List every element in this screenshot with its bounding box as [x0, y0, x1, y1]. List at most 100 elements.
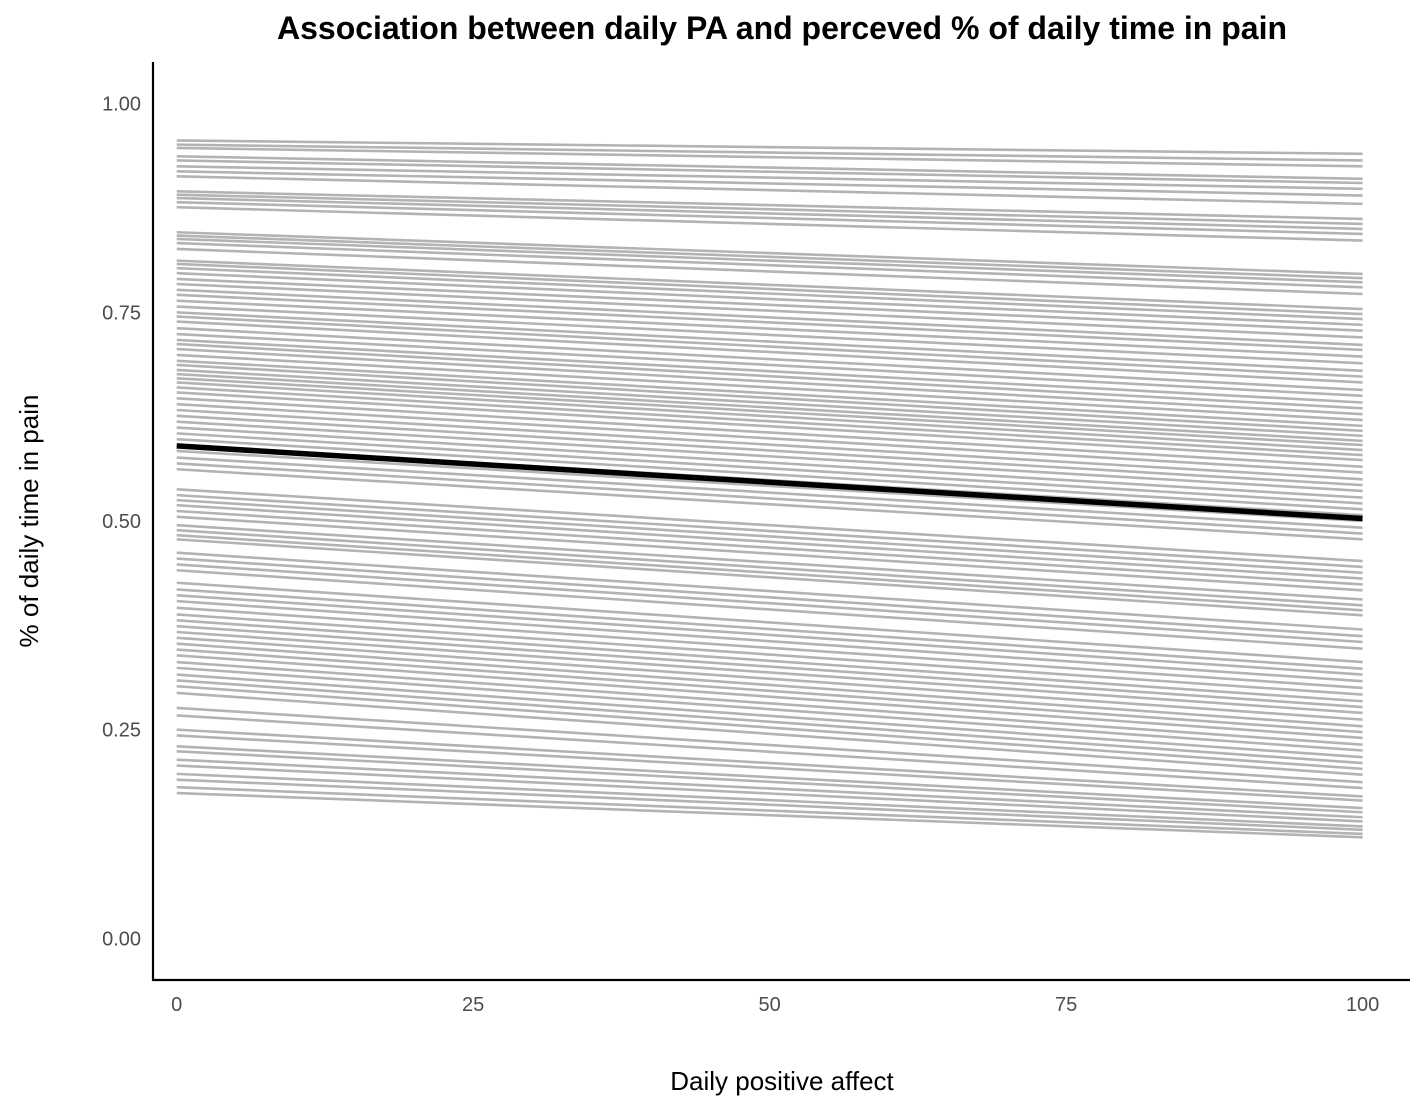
individual-line-26 — [176, 293, 1363, 352]
individual-line-55 — [176, 449, 1363, 523]
individual-line-102 — [176, 785, 1363, 836]
individual-line-11 — [176, 196, 1363, 231]
individual-line-68 — [176, 538, 1363, 617]
individual-line-42 — [176, 376, 1363, 447]
individual-line-92 — [176, 706, 1363, 784]
individual-line-22 — [176, 271, 1363, 327]
individual-line-58 — [176, 467, 1363, 541]
individual-line-66 — [176, 528, 1363, 607]
individual-line-86 — [176, 660, 1363, 746]
individual-line-60 — [176, 493, 1363, 569]
y-tick-label-0.25: 0.25 — [102, 720, 141, 742]
individual-line-91 — [176, 691, 1363, 776]
individual-line-50 — [176, 420, 1363, 493]
individual-line-83 — [176, 642, 1363, 728]
individual-line-101 — [176, 778, 1363, 832]
individual-line-94 — [176, 728, 1363, 798]
y-axis-label: % of daily time in pain — [14, 395, 44, 648]
individual-line-67 — [176, 533, 1363, 612]
individual-line-24 — [176, 282, 1363, 339]
individual-line-103 — [176, 791, 1363, 839]
individual-line-76 — [176, 599, 1363, 683]
x-tick-label-100: 100 — [1346, 994, 1379, 1016]
chart-title: Association between daily PA and perceve… — [277, 10, 1287, 46]
x-ticks-group: 0 25 50 75 100 — [171, 994, 1379, 1016]
individual-line-31 — [176, 320, 1363, 384]
x-tick-label-25: 25 — [462, 994, 484, 1016]
individual-line-89 — [176, 679, 1363, 765]
average-line — [176, 443, 1363, 522]
individual-line-43 — [176, 381, 1363, 452]
individual-line-30 — [176, 315, 1363, 378]
individual-line-52 — [176, 432, 1363, 505]
individual-line-72 — [176, 568, 1363, 650]
individual-line-5 — [176, 159, 1363, 185]
individual-line-96 — [176, 745, 1363, 810]
individual-line-16 — [176, 237, 1363, 284]
individual-line-14 — [176, 230, 1363, 276]
individual-line-35 — [176, 342, 1363, 410]
individual-line-62 — [176, 503, 1363, 580]
individual-line-84 — [176, 648, 1363, 734]
individual-line-1 — [176, 139, 1363, 156]
individual-line-17 — [176, 241, 1363, 289]
individual-line-3 — [176, 146, 1363, 168]
individual-line-6 — [176, 165, 1363, 191]
individual-line-46 — [176, 397, 1363, 469]
individual-line-13 — [176, 205, 1363, 242]
individual-line-65 — [176, 523, 1363, 601]
individual-line-47 — [176, 402, 1363, 474]
individual-line-85 — [176, 654, 1363, 740]
individual-line-10 — [176, 193, 1363, 226]
individual-line-75 — [176, 593, 1363, 676]
individual-line-73 — [176, 581, 1363, 664]
individual-line-7 — [176, 170, 1363, 197]
individual-line-80 — [176, 624, 1363, 709]
individual-line-28 — [176, 305, 1363, 365]
individual-line-87 — [176, 666, 1363, 752]
individual-line-49 — [176, 414, 1363, 487]
individual-line-77 — [176, 606, 1363, 690]
individual-line-79 — [176, 619, 1363, 703]
individual-line-20 — [176, 262, 1363, 316]
individual-line-56 — [176, 456, 1363, 529]
individual-line-95 — [176, 734, 1363, 802]
average-line-group — [176, 443, 1363, 522]
individual-line-74 — [176, 588, 1363, 671]
individual-line-69 — [176, 551, 1363, 631]
x-axis-label: Daily positive affect — [670, 1066, 894, 1096]
y-tick-label-0.00: 0.00 — [102, 928, 141, 950]
individual-line-27 — [176, 299, 1363, 358]
individual-line-38 — [176, 359, 1363, 428]
individual-line-21 — [176, 266, 1363, 321]
individual-line-99 — [176, 764, 1363, 823]
individual-line-32 — [176, 326, 1363, 392]
individual-line-93 — [176, 714, 1363, 790]
individual-line-61 — [176, 498, 1363, 575]
individual-line-29 — [176, 311, 1363, 373]
x-tick-label-75: 75 — [1055, 994, 1077, 1016]
individual-line-45 — [176, 391, 1363, 462]
individual-line-100 — [176, 772, 1363, 828]
individual-line-51 — [176, 426, 1363, 499]
individual-line-81 — [176, 630, 1363, 715]
individual-line-88 — [176, 673, 1363, 759]
individual-line-18 — [176, 247, 1363, 296]
x-tick-label-0: 0 — [171, 994, 182, 1016]
individual-lines-group — [176, 139, 1363, 839]
individual-line-97 — [176, 750, 1363, 814]
individual-line-25 — [176, 288, 1363, 347]
individual-line-41 — [176, 372, 1363, 443]
individual-line-78 — [176, 613, 1363, 696]
individual-line-53 — [176, 437, 1363, 511]
y-tick-label-0.50: 0.50 — [102, 511, 141, 533]
individual-line-90 — [176, 684, 1363, 771]
individual-line-44 — [176, 386, 1363, 457]
individual-line-71 — [176, 563, 1363, 644]
individual-line-63 — [176, 509, 1363, 586]
individual-line-82 — [176, 636, 1363, 721]
x-tick-label-50: 50 — [759, 994, 781, 1016]
individual-line-70 — [176, 557, 1363, 638]
individual-line-9 — [176, 190, 1363, 221]
